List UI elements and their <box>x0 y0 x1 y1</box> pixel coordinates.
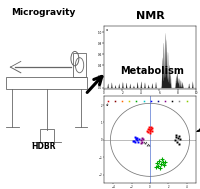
Text: Microgravity: Microgravity <box>11 8 76 17</box>
Bar <box>6 77 87 89</box>
Bar <box>40 129 54 142</box>
Text: a: a <box>106 28 108 32</box>
Text: Metabolism: Metabolism <box>120 66 184 76</box>
Text: HDBR: HDBR <box>31 142 56 151</box>
Text: NMR: NMR <box>136 11 164 21</box>
Bar <box>73 53 86 77</box>
Text: a): a) <box>106 103 109 107</box>
